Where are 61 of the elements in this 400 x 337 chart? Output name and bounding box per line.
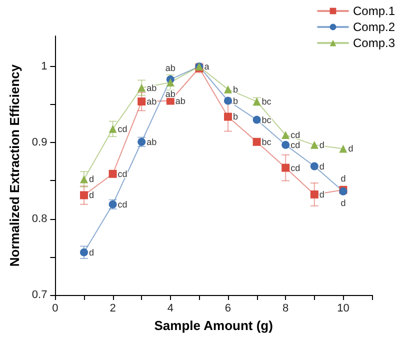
data-label: b bbox=[232, 84, 238, 94]
data-label: a bbox=[204, 61, 210, 72]
data-label: d bbox=[88, 247, 94, 258]
point bbox=[108, 170, 117, 178]
legend-label: Comp.2 bbox=[352, 20, 396, 34]
y-tick-label: 0.8 bbox=[32, 212, 48, 225]
point bbox=[224, 96, 232, 105]
data-label: d bbox=[319, 140, 324, 150]
data-label: d bbox=[88, 190, 94, 200]
point bbox=[80, 248, 88, 256]
point bbox=[166, 78, 174, 86]
x-axis-title: Sample Amount (g) bbox=[154, 318, 273, 333]
data-label: cd bbox=[118, 124, 128, 134]
point bbox=[224, 112, 232, 121]
point bbox=[252, 116, 261, 124]
point bbox=[282, 140, 290, 149]
point bbox=[282, 131, 290, 140]
data-label: d bbox=[340, 198, 346, 208]
x-tick-label: 0 bbox=[52, 302, 58, 314]
point bbox=[224, 85, 232, 94]
point bbox=[138, 84, 146, 92]
x-tick-label: 2 bbox=[110, 302, 116, 314]
data-label: ab bbox=[165, 88, 176, 99]
x-tick-label: 10 bbox=[337, 302, 350, 314]
data-label: cd bbox=[290, 162, 300, 173]
point bbox=[252, 138, 261, 146]
legend-label: Comp.1 bbox=[352, 4, 396, 18]
data-label: ab bbox=[165, 62, 176, 73]
y-axis-title: Normalized Extraction Efficiency bbox=[7, 64, 22, 267]
x-tick-label: 4 bbox=[167, 302, 174, 314]
data-label: ab bbox=[175, 96, 186, 106]
data-label: d bbox=[340, 173, 346, 184]
data-label: d bbox=[319, 161, 324, 172]
data-label: b bbox=[232, 96, 238, 106]
data-label: cd bbox=[290, 130, 300, 140]
data-label: cd bbox=[290, 140, 300, 150]
y-tick-label: 0.9 bbox=[32, 136, 48, 149]
point bbox=[282, 164, 290, 172]
point bbox=[339, 144, 348, 153]
point bbox=[108, 124, 117, 133]
data-label: ab bbox=[146, 136, 157, 147]
x-tick-label: 6 bbox=[224, 302, 232, 314]
data-label: cd bbox=[118, 199, 128, 210]
y-tick-label: 1 bbox=[41, 60, 48, 72]
point bbox=[138, 98, 146, 106]
point bbox=[310, 162, 318, 170]
point bbox=[80, 175, 88, 184]
data-label: b bbox=[232, 112, 238, 122]
data-label: bc bbox=[262, 96, 272, 107]
legend-label: Comp.3 bbox=[352, 36, 396, 50]
x-tick-label: 8 bbox=[282, 302, 289, 314]
y-tick-label: 0.7 bbox=[32, 289, 48, 301]
data-label: d bbox=[348, 144, 354, 154]
point bbox=[310, 140, 318, 149]
data-label: bc bbox=[262, 114, 272, 125]
data-label: bc bbox=[262, 136, 272, 147]
data-label: cd bbox=[118, 168, 128, 179]
point bbox=[310, 190, 318, 198]
point bbox=[80, 191, 88, 200]
data-label: d bbox=[88, 174, 94, 184]
data-label: ab bbox=[146, 82, 157, 93]
